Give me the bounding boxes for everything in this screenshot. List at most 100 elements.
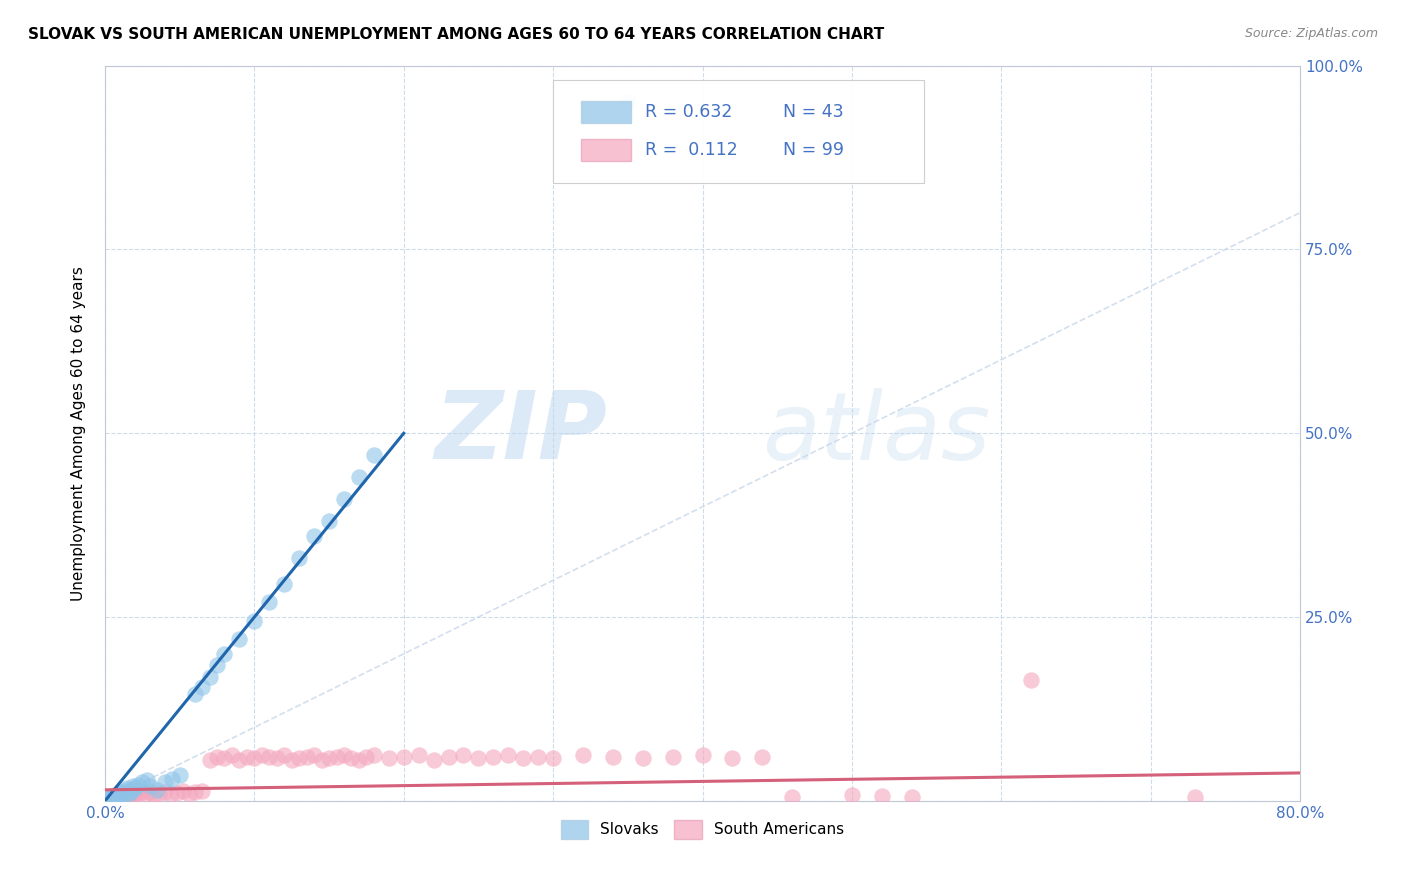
Text: SLOVAK VS SOUTH AMERICAN UNEMPLOYMENT AMONG AGES 60 TO 64 YEARS CORRELATION CHAR: SLOVAK VS SOUTH AMERICAN UNEMPLOYMENT AM… <box>28 27 884 42</box>
Point <box>363 448 385 462</box>
Point <box>146 782 169 797</box>
Point <box>498 748 520 763</box>
Point <box>250 748 273 763</box>
Point <box>1019 673 1042 687</box>
Point <box>318 751 340 765</box>
Point <box>422 754 444 768</box>
Point <box>378 751 401 765</box>
Point <box>127 787 149 801</box>
Point <box>160 772 183 786</box>
Point <box>392 749 415 764</box>
Point <box>347 754 370 768</box>
Point <box>115 789 138 804</box>
Point <box>751 749 773 764</box>
Point <box>1184 790 1206 805</box>
Point <box>112 785 135 799</box>
Text: R =  0.112: R = 0.112 <box>645 141 738 159</box>
Point <box>139 779 162 793</box>
Point <box>617 95 640 110</box>
Point <box>118 787 141 801</box>
Point <box>121 782 143 797</box>
Point <box>122 779 145 793</box>
Point <box>198 754 221 768</box>
Point <box>183 687 205 701</box>
Point <box>169 768 191 782</box>
Point <box>228 632 250 647</box>
Point <box>467 751 489 765</box>
Point <box>347 470 370 484</box>
Point <box>166 786 188 800</box>
Point <box>205 749 228 764</box>
Point <box>98 790 121 805</box>
Point <box>98 791 121 805</box>
Point <box>139 785 162 799</box>
Point <box>115 782 138 797</box>
Point <box>214 751 236 765</box>
Point <box>302 529 325 543</box>
Point <box>482 749 505 764</box>
Point <box>117 780 139 795</box>
Point <box>127 778 149 792</box>
Point <box>172 784 194 798</box>
Point <box>661 749 683 764</box>
Point <box>131 775 153 789</box>
Point <box>527 749 550 764</box>
Text: atlas: atlas <box>762 388 990 479</box>
Point <box>108 788 131 802</box>
Point <box>97 792 120 806</box>
Point <box>100 790 122 805</box>
Point <box>295 749 318 764</box>
Point <box>437 749 460 764</box>
Point <box>408 748 430 763</box>
Point <box>198 670 221 684</box>
Point <box>288 751 311 765</box>
Point <box>302 748 325 763</box>
Point <box>103 789 125 803</box>
Point <box>105 789 128 804</box>
Point <box>135 773 157 788</box>
Point <box>273 577 295 591</box>
Point <box>214 647 236 661</box>
Point <box>110 787 132 801</box>
Point <box>120 789 142 803</box>
Point <box>900 790 922 805</box>
Point <box>100 789 122 804</box>
Point <box>870 789 893 804</box>
Point <box>692 748 714 763</box>
Point <box>101 791 124 805</box>
Point <box>122 786 145 800</box>
Point <box>111 787 134 801</box>
Point <box>333 492 356 507</box>
Point <box>205 657 228 672</box>
Point <box>243 614 266 628</box>
Point <box>118 787 141 801</box>
Text: Source: ZipAtlas.com: Source: ZipAtlas.com <box>1244 27 1378 40</box>
Point <box>191 680 214 694</box>
Point <box>356 749 378 764</box>
Point <box>841 788 863 802</box>
Point <box>107 787 129 801</box>
Point <box>311 754 333 768</box>
Point <box>148 787 170 801</box>
Point <box>363 748 385 763</box>
Point <box>108 785 131 799</box>
Point <box>318 515 340 529</box>
Point <box>340 751 363 765</box>
Text: N = 43: N = 43 <box>783 103 844 121</box>
Text: R = 0.632: R = 0.632 <box>645 103 733 121</box>
Point <box>259 749 281 764</box>
Point <box>153 785 176 799</box>
Point <box>228 754 250 768</box>
Point <box>333 748 356 763</box>
Point <box>572 748 595 763</box>
Point <box>280 754 302 768</box>
Point <box>221 748 243 763</box>
Point <box>266 751 288 765</box>
Point <box>288 551 311 566</box>
Point <box>124 788 146 802</box>
Point <box>259 595 281 609</box>
Point <box>273 748 295 763</box>
Point <box>103 789 125 803</box>
Text: ZIP: ZIP <box>434 387 607 479</box>
Point <box>512 751 534 765</box>
